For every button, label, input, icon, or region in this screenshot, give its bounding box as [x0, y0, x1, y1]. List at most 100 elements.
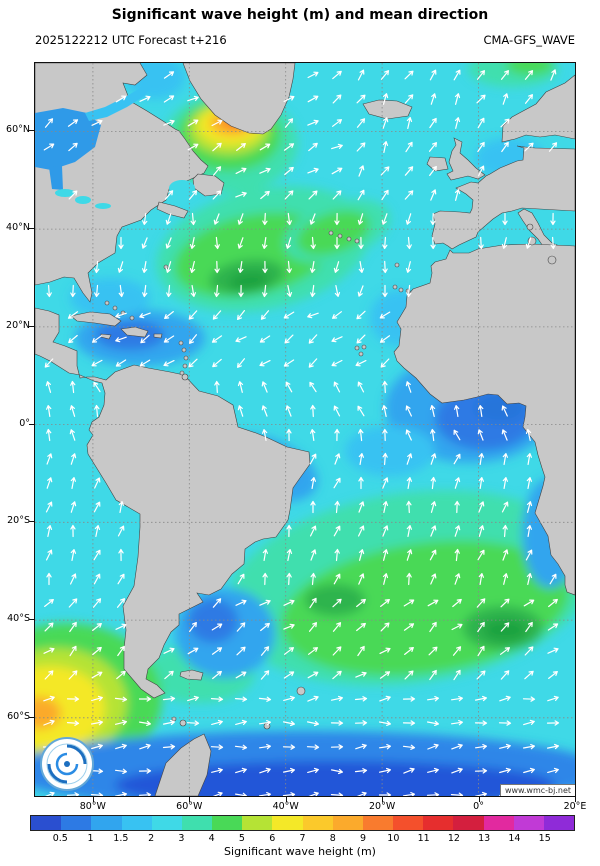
colorbar-tick-label: 12	[447, 833, 460, 844]
colorbar-box	[181, 816, 213, 830]
island	[179, 370, 185, 376]
colorbar-box	[31, 816, 62, 830]
colorbar-tick-label: 1	[87, 833, 94, 844]
land-antarctic_peninsula	[154, 733, 212, 796]
island	[358, 351, 364, 357]
lat-tick-mark	[29, 130, 34, 132]
lat-tick-label: 60°S	[7, 710, 30, 722]
colorbar-caption: Significant wave height (m)	[224, 845, 376, 858]
colorbar-tick-label: 2	[148, 833, 155, 844]
colorbar-box	[332, 816, 363, 830]
land-south_america	[35, 307, 311, 699]
island	[179, 719, 187, 727]
wmc-logo-graphic	[40, 737, 94, 791]
island	[178, 340, 184, 346]
colorbar-box	[61, 816, 92, 830]
island	[398, 287, 404, 293]
land-hispaniola	[120, 326, 149, 338]
colorbar-tick-label: 5	[238, 833, 245, 844]
chart-subheader: 2025122212 UTC Forecast t+216 CMA-GFS_WA…	[35, 33, 575, 47]
land-nova_scotia	[156, 201, 189, 219]
island	[182, 363, 188, 369]
lat-tick-label: 40°S	[7, 613, 30, 625]
island	[129, 315, 135, 321]
colorbar-box	[91, 816, 122, 830]
island	[183, 355, 189, 361]
colorbar-box	[423, 816, 454, 830]
colorbar	[30, 815, 575, 831]
lat-tick-label: 0°	[19, 417, 30, 429]
colorbar-box	[362, 816, 394, 830]
map-area: www.wmc-bj.net 60°N 40°N 20°N 0° 20°S 40°S 60°…	[0, 62, 600, 822]
colorbar-box	[212, 816, 243, 830]
lat-tick-label: 20°S	[7, 515, 30, 527]
colorbar-box	[453, 816, 484, 830]
island	[526, 223, 534, 231]
land-greenland	[182, 63, 296, 135]
colorbar-tick-label: 4	[208, 833, 215, 844]
lon-tick-label: 20°E	[563, 801, 587, 812]
island	[328, 230, 334, 236]
land-norway	[501, 74, 575, 143]
colorbar-tick-label: 9	[360, 833, 367, 844]
island	[181, 373, 189, 381]
land-ireland	[426, 156, 449, 172]
lon-tick-label: 60°W	[176, 801, 203, 812]
colorbar-tick-label: 11	[417, 833, 430, 844]
island	[394, 262, 400, 268]
watermark: www.wmc-bj.net	[499, 784, 575, 796]
colorbar-box	[483, 816, 514, 830]
colorbar-tick-label: 3	[178, 833, 185, 844]
lon-tick-mark	[575, 797, 576, 802]
lat-tick-mark	[29, 228, 34, 230]
colorbar-tick-label: 0.5	[52, 833, 68, 844]
island	[547, 255, 557, 265]
lon-tick-label: 20°W	[369, 801, 396, 812]
colorbar-labels: 0.5 1 1.5 2 3 4 5 6 7 8 9 10 11 12 13 14 15	[30, 833, 575, 845]
lon-tick-mark	[478, 797, 480, 802]
lat-tick-mark	[29, 325, 34, 327]
island	[337, 233, 343, 239]
island	[346, 236, 352, 242]
colorbar-tick-label: 10	[387, 833, 400, 844]
colorbar-box	[393, 816, 424, 830]
lon-tick-label: 40°W	[272, 801, 299, 812]
land-newfoundland	[192, 173, 225, 197]
forecast-init-time: 2025122212 UTC Forecast t+216	[35, 33, 227, 47]
land-great_britain	[446, 137, 486, 181]
lon-tick-mark	[189, 797, 191, 802]
colorbar-box	[242, 816, 273, 830]
land-cuba	[70, 311, 122, 327]
colorbar-tick-label: 8	[329, 833, 336, 844]
lat-tick-label: 20°N	[6, 319, 30, 331]
colorbar-box	[302, 816, 333, 830]
colorbar-box	[543, 816, 575, 830]
island	[392, 284, 398, 290]
island	[296, 686, 306, 696]
colorbar-tick-label: 13	[478, 833, 491, 844]
colorbar-tick-label: 6	[269, 833, 276, 844]
wave-direction-arrows	[42, 69, 560, 796]
colorbar-tick-label: 1.5	[113, 833, 129, 844]
lon-tick-label: 0°	[473, 801, 484, 812]
map-frame: www.wmc-bj.net	[34, 62, 576, 797]
colorbar-box	[513, 816, 544, 830]
island	[361, 344, 367, 350]
lon-tick-label: 80°W	[79, 801, 106, 812]
lat-tick-mark	[29, 716, 34, 718]
land-falkland_islands	[179, 669, 204, 681]
island	[181, 347, 187, 353]
colorbar-box	[272, 816, 303, 830]
wmc-logo	[39, 736, 95, 792]
colorbar-box	[151, 816, 182, 830]
land-puerto_rico	[153, 333, 163, 339]
colorbar-tick-label: 14	[508, 833, 521, 844]
model-name: CMA-GFS_WAVE	[483, 33, 575, 47]
lon-tick-mark	[285, 797, 287, 802]
land	[35, 63, 575, 796]
lat-tick-mark	[29, 521, 34, 523]
lat-tick-label: 40°N	[6, 222, 30, 234]
lon-tick-mark	[382, 797, 384, 802]
island	[354, 345, 360, 351]
